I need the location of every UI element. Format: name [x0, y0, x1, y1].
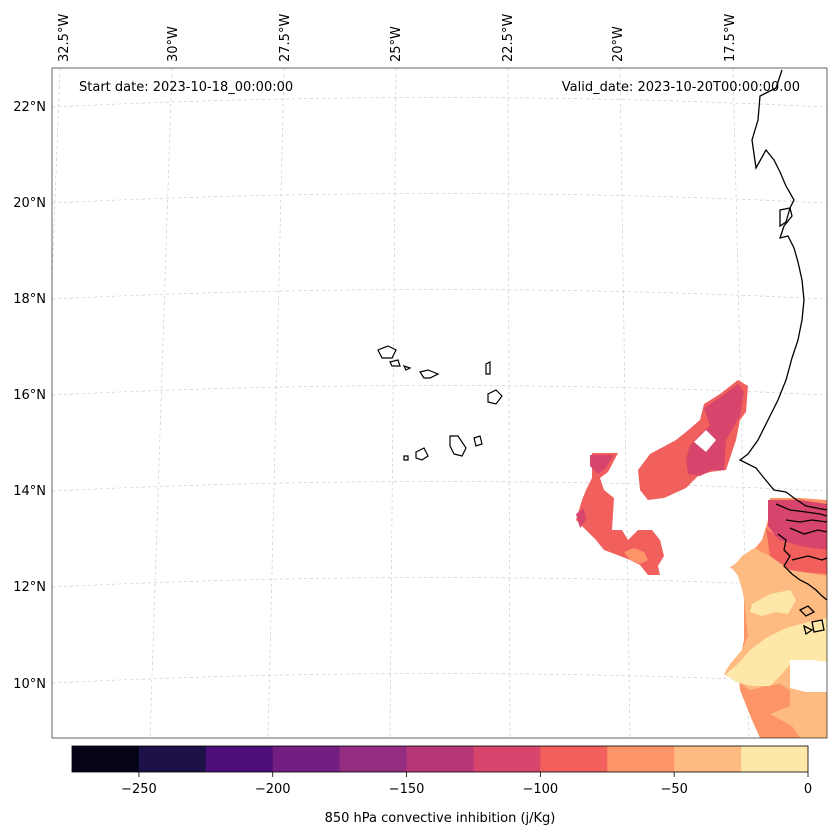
latitude-labels: 22°N 20°N 18°N 16°N 14°N 12°N 10°N: [13, 100, 46, 692]
longitude-labels: 32.5°W 30°W 27.5°W 25°W 22.5°W 20°W 17.5…: [57, 14, 738, 62]
colorbar-bin-3: [272, 746, 341, 772]
colorbar-bin-1: [138, 746, 207, 772]
cin-contours: [576, 380, 827, 738]
island-santa-luzia: [402, 364, 412, 371]
contour-offshore-west: [576, 453, 664, 575]
contour-offshore-west-edge: [576, 508, 586, 528]
coast-gambia: [775, 503, 827, 523]
lon-label-25w: 25°W: [389, 26, 404, 62]
contour-band-east-hole: [694, 430, 716, 452]
colorbar-bin-4: [339, 746, 408, 772]
island-sao-vicente: [389, 359, 401, 367]
lat-label-16n: 16°N: [13, 388, 46, 403]
lon-label-27-5w: 27.5°W: [278, 14, 293, 62]
coast-guinea-bissau: [777, 533, 827, 601]
lon-label-32-5w: 32.5°W: [57, 14, 72, 62]
map-area: [52, 68, 827, 738]
contour-coast-salmon: [766, 528, 827, 574]
colorbar-tick-label-1: −200: [255, 782, 291, 797]
contour-coast-hole: [790, 660, 827, 692]
coast-islands-south: [798, 605, 825, 636]
colorbar-tick-label-2: −150: [389, 782, 425, 797]
colorbar-bin-2: [205, 746, 274, 772]
island-maio: [473, 435, 483, 447]
coast-lagoon: [779, 207, 791, 228]
contour-band-east-core: [686, 384, 744, 476]
colorbar-bin-7: [540, 746, 608, 772]
island-brava: [403, 455, 409, 461]
contour-offshore-west-hook: [624, 548, 648, 564]
lat-label-18n: 18°N: [13, 292, 46, 307]
colorbar-bin-6: [473, 746, 541, 772]
island-sao-nicolau: [419, 369, 440, 379]
island-boa-vista: [487, 389, 503, 405]
start-date-label: Start date: 2023-10-18_00:00:00: [79, 80, 293, 95]
colorbar-bin-0: [72, 746, 140, 772]
colorbar-tick-label-0: −250: [121, 782, 157, 797]
map-border: [51, 67, 828, 739]
lat-label-14n: 14°N: [13, 484, 46, 499]
island-sal: [485, 361, 491, 375]
lon-label-17-5w: 17.5°W: [723, 14, 738, 62]
island-fogo: [415, 447, 429, 461]
lat-label-10n: 10°N: [13, 677, 46, 692]
colorbar-bin-9: [674, 746, 742, 772]
colorbar-bin-8: [607, 746, 675, 772]
valid-date-label: Valid_date: 2023-10-20T00:00:00.00: [562, 80, 800, 95]
coast-inland: [789, 527, 827, 561]
island-santiago: [449, 435, 467, 457]
contour-coast-yellow-lower: [726, 618, 827, 686]
lat-label-20n: 20°N: [13, 196, 46, 211]
colorbar-tick-label-3: −100: [523, 782, 559, 797]
lat-label-22n: 22°N: [13, 100, 46, 115]
contour-offshore-west-core: [590, 455, 614, 474]
colorbar: −250 −200 −150 −100 −50 0 850 hPa convective …: [71, 745, 812, 826]
island-santo-antao: [377, 345, 397, 359]
contour-coast-yellow: [750, 590, 796, 616]
colorbar-label: 850 hPa convective inhibition (j/Kg): [325, 811, 556, 826]
colorbar-tick-label-5: 0: [804, 782, 812, 797]
colorbar-bin-10: [741, 746, 809, 772]
lon-label-30w: 30°W: [166, 26, 181, 62]
contour-coast-red: [768, 500, 827, 548]
colorbar-frame: [71, 745, 809, 773]
coastlines: [738, 69, 827, 636]
colorbar-bin-5: [406, 746, 474, 772]
colorbar-tick-label-4: −50: [660, 782, 687, 797]
lon-label-20w: 20°W: [611, 26, 626, 62]
lon-label-22-5w: 22.5°W: [501, 14, 516, 62]
lat-label-12n: 12°N: [13, 580, 46, 595]
cape-verde-islands: [377, 345, 503, 461]
africa-coastline: [738, 69, 827, 511]
